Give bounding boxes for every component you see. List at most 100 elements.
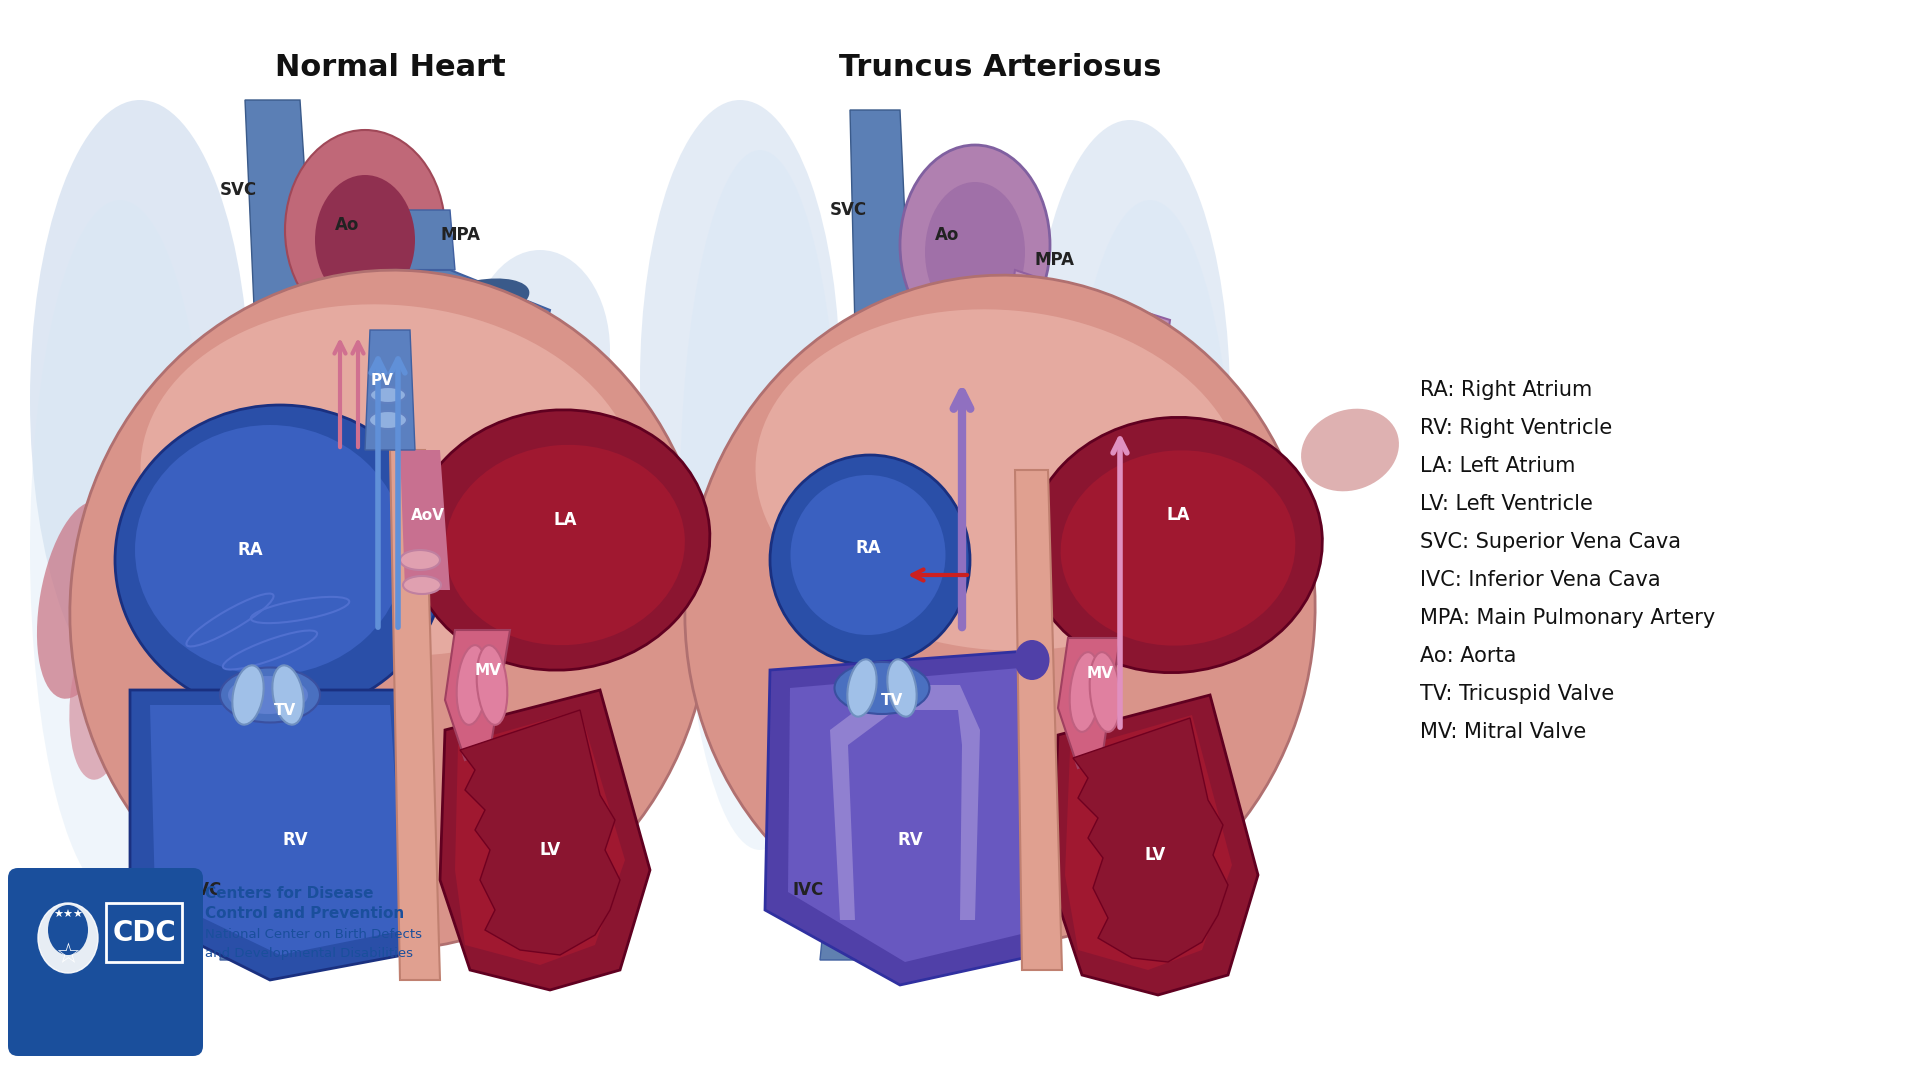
Polygon shape: [929, 300, 995, 450]
Polygon shape: [388, 210, 455, 270]
Polygon shape: [851, 110, 910, 330]
Ellipse shape: [140, 305, 639, 656]
Text: TV: TV: [881, 693, 902, 708]
Ellipse shape: [69, 270, 710, 949]
Text: Ao: Aorta: Ao: Aorta: [1421, 646, 1517, 666]
Ellipse shape: [284, 130, 445, 330]
Text: SVC: SVC: [829, 201, 868, 219]
Ellipse shape: [835, 662, 929, 714]
Text: Ao: Ao: [334, 216, 359, 234]
Text: LV: LV: [540, 841, 561, 859]
Polygon shape: [324, 280, 380, 430]
Text: LV: Left Ventricle: LV: Left Ventricle: [1421, 494, 1594, 514]
Text: LA: LA: [553, 511, 576, 529]
Ellipse shape: [1014, 640, 1050, 680]
Text: LA: LA: [1165, 507, 1190, 524]
Text: Centers for Disease: Centers for Disease: [205, 886, 374, 901]
Ellipse shape: [1029, 120, 1231, 680]
Text: National Center on Birth Defects: National Center on Birth Defects: [205, 929, 422, 942]
Polygon shape: [820, 860, 895, 960]
Ellipse shape: [791, 475, 945, 635]
Ellipse shape: [31, 200, 209, 900]
Ellipse shape: [470, 249, 611, 450]
Polygon shape: [246, 100, 315, 330]
Text: RV: Right Ventricle: RV: Right Ventricle: [1421, 418, 1613, 438]
Text: RA: RA: [238, 541, 263, 559]
Ellipse shape: [403, 576, 442, 594]
Polygon shape: [764, 650, 1060, 985]
Polygon shape: [440, 690, 651, 990]
Text: PV: PV: [371, 373, 394, 388]
Text: LV: LV: [1144, 846, 1165, 864]
Polygon shape: [399, 450, 449, 590]
Ellipse shape: [925, 183, 1025, 322]
Ellipse shape: [228, 676, 307, 714]
Ellipse shape: [273, 665, 303, 725]
Text: Ao: Ao: [935, 226, 960, 244]
Text: TV: TV: [275, 703, 296, 718]
Ellipse shape: [232, 665, 263, 725]
Text: and Developmental Disabilities: and Developmental Disabilities: [205, 946, 413, 959]
Ellipse shape: [680, 150, 841, 850]
Polygon shape: [150, 705, 405, 955]
Text: IVC: IVC: [190, 881, 221, 899]
Ellipse shape: [315, 175, 415, 305]
Polygon shape: [461, 710, 620, 955]
Text: MPA: Main Pulmonary Artery: MPA: Main Pulmonary Artery: [1421, 608, 1715, 627]
Ellipse shape: [221, 667, 321, 723]
Ellipse shape: [685, 275, 1315, 945]
Ellipse shape: [457, 645, 488, 725]
Text: Control and Prevention: Control and Prevention: [205, 905, 405, 920]
Text: MV: MV: [474, 663, 501, 678]
Polygon shape: [1073, 718, 1229, 962]
Polygon shape: [131, 690, 430, 980]
Ellipse shape: [369, 411, 407, 429]
Ellipse shape: [31, 100, 250, 700]
Text: ☆: ☆: [56, 941, 81, 969]
Ellipse shape: [1044, 500, 1116, 660]
Ellipse shape: [1091, 652, 1121, 732]
Polygon shape: [1010, 270, 1169, 355]
Ellipse shape: [430, 279, 530, 322]
Polygon shape: [829, 685, 979, 920]
Text: SVC: SVC: [221, 181, 257, 199]
Ellipse shape: [115, 405, 445, 715]
Text: Truncus Arteriosus: Truncus Arteriosus: [839, 54, 1162, 82]
Ellipse shape: [1069, 652, 1100, 732]
Text: TV: Tricuspid Valve: TV: Tricuspid Valve: [1421, 684, 1615, 704]
Ellipse shape: [887, 659, 916, 717]
Polygon shape: [1016, 470, 1062, 970]
Polygon shape: [390, 450, 440, 980]
Text: AoV: AoV: [411, 508, 445, 523]
Polygon shape: [445, 630, 511, 760]
Text: ★★★: ★★★: [54, 910, 83, 920]
Polygon shape: [1058, 638, 1119, 768]
Ellipse shape: [445, 445, 685, 645]
Ellipse shape: [639, 100, 841, 660]
Text: MV: Mitral Valve: MV: Mitral Valve: [1421, 723, 1586, 742]
Text: MPA: MPA: [1035, 251, 1075, 269]
Polygon shape: [386, 270, 549, 350]
Ellipse shape: [69, 620, 131, 780]
Text: RV: RV: [897, 831, 924, 849]
Text: Normal Heart: Normal Heart: [275, 54, 505, 82]
Ellipse shape: [134, 426, 405, 675]
Ellipse shape: [847, 659, 877, 717]
Text: RA: Right Atrium: RA: Right Atrium: [1421, 380, 1592, 400]
Ellipse shape: [900, 145, 1050, 345]
Polygon shape: [1066, 715, 1233, 970]
Ellipse shape: [1066, 200, 1235, 880]
Text: LA: Left Atrium: LA: Left Atrium: [1421, 456, 1576, 476]
FancyBboxPatch shape: [8, 868, 204, 1056]
Ellipse shape: [36, 501, 123, 699]
Polygon shape: [787, 669, 1039, 962]
Ellipse shape: [38, 903, 98, 973]
Text: SVC: Superior Vena Cava: SVC: Superior Vena Cava: [1421, 532, 1682, 552]
Ellipse shape: [371, 387, 405, 403]
Text: MPA: MPA: [440, 226, 480, 244]
Ellipse shape: [476, 645, 507, 725]
Polygon shape: [455, 710, 626, 966]
Text: RV: RV: [282, 831, 307, 849]
Ellipse shape: [399, 550, 440, 570]
Text: RA: RA: [854, 539, 881, 557]
